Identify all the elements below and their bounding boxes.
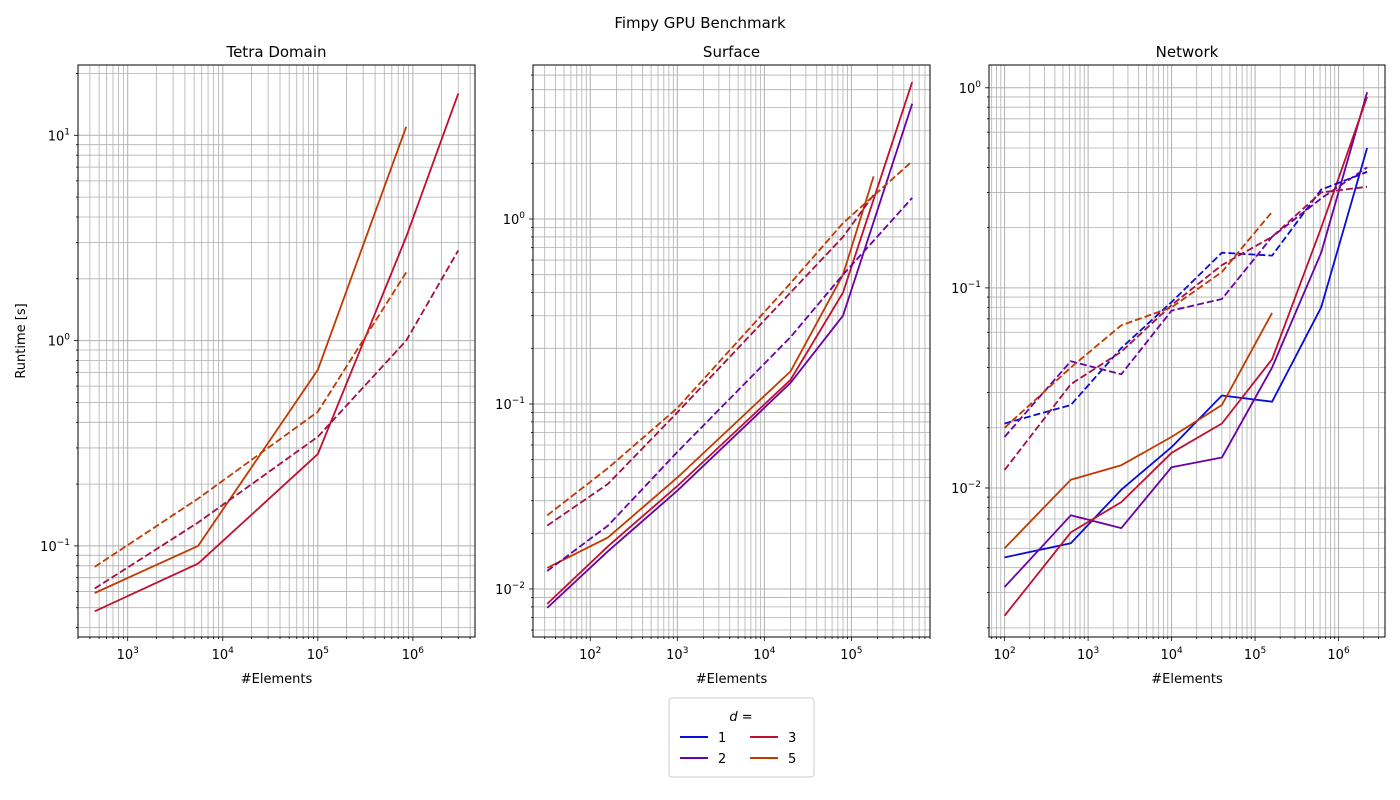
- legend-item-d3: 3: [750, 731, 796, 746]
- axes-frame: [532, 64, 931, 638]
- legend-title: d =: [729, 710, 752, 725]
- series-line-d5-solid: [1003, 312, 1273, 549]
- figure-title: Fimpy GPU Benchmark: [614, 14, 786, 32]
- series-line-d2-dashed: [546, 197, 913, 572]
- x-tick-label: 102: [993, 646, 1015, 663]
- x-tick-label: 106: [1327, 646, 1350, 663]
- legend-item-d1: 1: [680, 731, 726, 746]
- legend-label: 2: [718, 752, 726, 767]
- legend-item-d2: 2: [680, 752, 726, 767]
- series-line-d3-solid: [546, 81, 914, 605]
- series-line-d3-solid: [94, 93, 460, 613]
- series-line-d5-solid: [546, 176, 875, 569]
- series-line-d3-solid: [1003, 96, 1368, 617]
- legend: d = 1 2 3 5: [668, 697, 815, 778]
- x-tick-label: 105: [840, 646, 862, 663]
- grid: [989, 65, 1385, 637]
- legend-item-d5: 5: [750, 752, 796, 767]
- y-tick-label: 10−1: [495, 396, 525, 413]
- grid: [77, 65, 475, 637]
- y-axis-label: Runtime [s]: [14, 303, 29, 378]
- series-line-d5-dashed: [94, 271, 407, 568]
- x-tick-label: 103: [117, 646, 139, 663]
- series-group: [1003, 92, 1368, 617]
- axes-frame: [77, 64, 476, 638]
- panel-surface: 102 103 104 105 10−2 10−1 100 Surface #Elements: [495, 43, 931, 687]
- x-tick-label: 103: [1077, 646, 1099, 663]
- series-line-d2-solid: [1003, 92, 1368, 588]
- panel-title: Surface: [703, 43, 760, 61]
- x-tick-label: 105: [307, 646, 329, 663]
- panel-network: 102 103 104 105 106 10−2 10−1 100 Network #Elemen…: [951, 43, 1386, 687]
- series-group: [546, 81, 914, 609]
- x-tick-label: 102: [579, 646, 601, 663]
- series-line-d2-solid: [546, 103, 914, 609]
- x-axis-label: #Elements: [696, 672, 768, 687]
- y-tick-label: 101: [48, 127, 70, 144]
- y-tick-label: 100: [503, 211, 526, 228]
- series-line-d5-solid: [94, 126, 408, 594]
- y-tick-label: 10−2: [495, 581, 525, 598]
- legend-label: 1: [718, 731, 726, 746]
- x-tick-label: 104: [1160, 646, 1183, 663]
- legend-label: 5: [788, 752, 796, 767]
- series-group: [94, 93, 460, 613]
- legend-label: 3: [788, 731, 796, 746]
- grid: [533, 65, 931, 637]
- panel-title: Tetra Domain: [225, 43, 326, 61]
- x-axis-label: #Elements: [1151, 672, 1223, 687]
- axes-frame: [988, 64, 1386, 638]
- x-axis-label: #Elements: [241, 672, 313, 687]
- series-line-d5-dashed: [1003, 211, 1273, 429]
- series-line-d5-dashed: [546, 160, 913, 517]
- y-tick-label: 100: [959, 80, 982, 97]
- x-tick-label: 104: [753, 646, 776, 663]
- x-tick-label: 105: [1244, 646, 1266, 663]
- series-line-d3-dashed: [94, 249, 460, 590]
- series-line-d3-dashed: [1003, 185, 1368, 471]
- x-tick-label: 106: [402, 646, 425, 663]
- series-line-d3-dashed: [546, 194, 875, 527]
- panel-tetra-domain: 103 104 105 106 10−1 100 101 Tetra Domain #Eleme…: [40, 43, 476, 687]
- x-tick-label: 103: [666, 646, 688, 663]
- y-tick-label: 10−1: [951, 280, 981, 297]
- y-tick-label: 10−1: [40, 538, 70, 555]
- x-tick-label: 104: [212, 646, 235, 663]
- y-tick-label: 100: [48, 333, 71, 350]
- y-tick-label: 10−2: [951, 480, 981, 497]
- panel-title: Network: [1156, 43, 1219, 61]
